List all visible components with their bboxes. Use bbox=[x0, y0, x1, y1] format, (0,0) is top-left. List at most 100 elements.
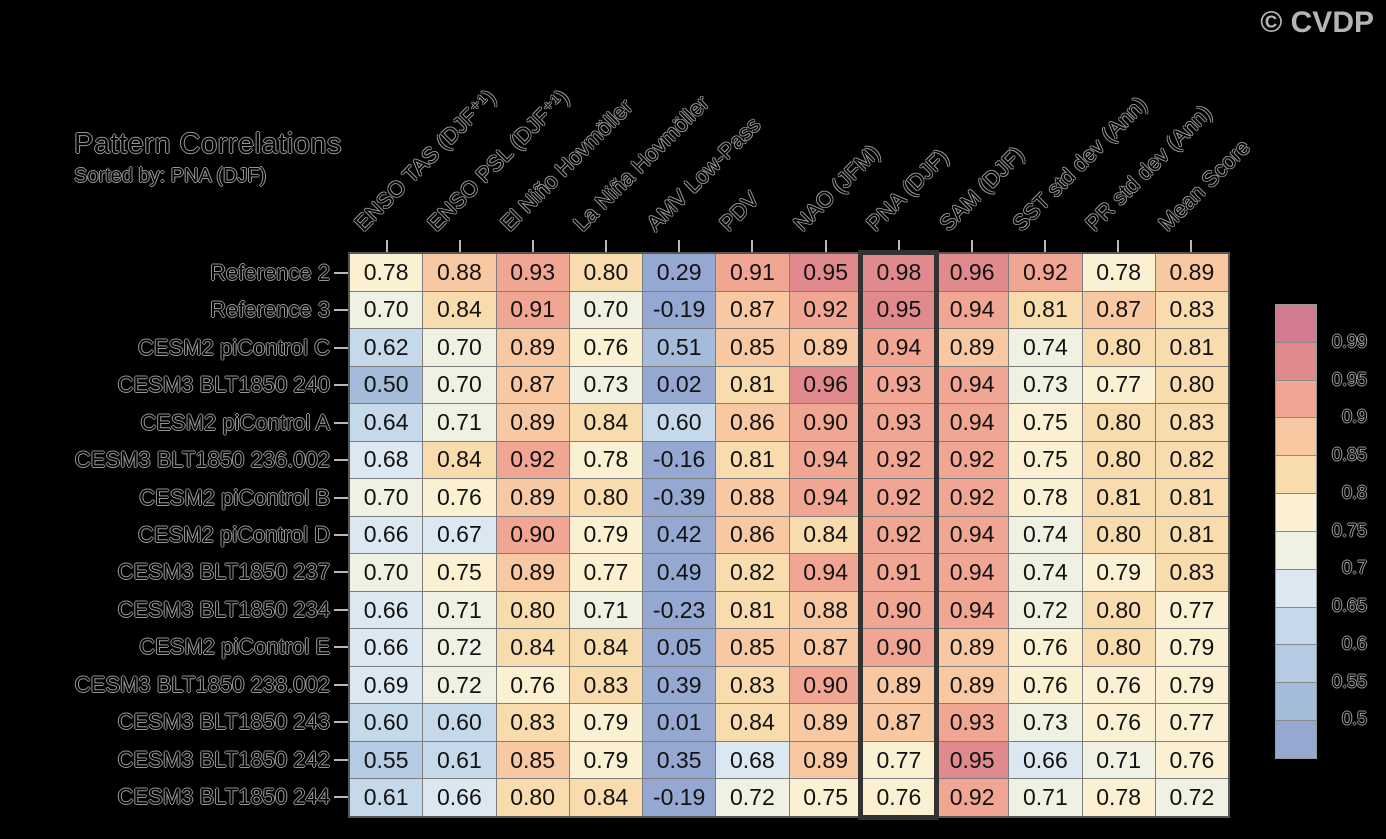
heatmap-cell: 0.79 bbox=[1082, 554, 1155, 591]
colorbar-tick-label: 0.99 bbox=[1331, 331, 1367, 352]
y-tick bbox=[334, 534, 348, 536]
heatmap-cell: 0.94 bbox=[789, 554, 862, 591]
heatmap-cell: 0.83 bbox=[1155, 291, 1228, 329]
y-tick bbox=[334, 384, 348, 387]
heatmap-cell: 0.85 bbox=[496, 741, 569, 779]
colorbar-band bbox=[1276, 305, 1316, 342]
x-tick bbox=[678, 240, 681, 252]
heatmap-cell: 0.51 bbox=[643, 329, 716, 366]
heatmap-cell: 0.76 bbox=[1009, 666, 1082, 704]
heatmap-cell: 0.76 bbox=[862, 779, 935, 816]
heatmap-cell: 0.66 bbox=[350, 591, 423, 629]
heatmap-cell: 0.66 bbox=[1009, 741, 1082, 779]
heatmap-cell: 0.81 bbox=[1082, 479, 1155, 516]
heatmap-cell: 0.76 bbox=[423, 479, 496, 516]
heatmap-cell: 0.29 bbox=[643, 254, 716, 291]
heatmap-cell: 0.76 bbox=[1155, 741, 1228, 779]
colorbar-tick-label: 0.8 bbox=[1341, 482, 1367, 503]
heatmap-cell: 0.80 bbox=[1082, 629, 1155, 666]
row-label: Reference 2 bbox=[210, 259, 330, 285]
heatmap-cell: 0.89 bbox=[936, 629, 1009, 666]
heatmap-cell: 0.96 bbox=[789, 366, 862, 404]
heatmap-cell: 0.93 bbox=[936, 704, 1009, 741]
y-tick bbox=[334, 758, 348, 761]
heatmap-cell: 0.90 bbox=[789, 666, 862, 704]
heatmap-cell: 0.80 bbox=[1082, 516, 1155, 554]
heatmap-cell: 0.61 bbox=[350, 779, 423, 816]
heatmap-cell: 0.66 bbox=[423, 779, 496, 816]
heatmap-cell: 0.90 bbox=[496, 516, 569, 554]
heatmap-cell: 0.70 bbox=[569, 291, 642, 329]
heatmap-cell: 0.05 bbox=[643, 629, 716, 666]
heatmap-cell: 0.72 bbox=[1009, 591, 1082, 629]
colorbar-band bbox=[1276, 418, 1316, 456]
x-tick bbox=[458, 240, 461, 252]
heatmap-cell: 0.01 bbox=[643, 704, 716, 741]
heatmap-cell: 0.89 bbox=[1155, 254, 1228, 291]
heatmap-cell: 0.88 bbox=[716, 479, 789, 516]
row-label: CESM3 BLT1850 240 bbox=[117, 372, 330, 398]
row-label: CESM3 BLT1850 236.002 bbox=[74, 447, 330, 473]
heatmap-cell: 0.86 bbox=[716, 404, 789, 441]
y-tick bbox=[334, 646, 348, 649]
heatmap-cell: 0.35 bbox=[643, 741, 716, 779]
heatmap-cell: 0.78 bbox=[1082, 254, 1155, 291]
heatmap-cell: 0.79 bbox=[569, 741, 642, 779]
heatmap-cell: 0.85 bbox=[716, 329, 789, 366]
heatmap-cell: 0.96 bbox=[936, 254, 1009, 291]
heatmap-cell: 0.74 bbox=[1009, 516, 1082, 554]
heatmap-cell: 0.55 bbox=[350, 741, 423, 779]
heatmap-cell: 0.72 bbox=[716, 779, 789, 816]
heatmap-cell: 0.92 bbox=[936, 779, 1009, 816]
heatmap-cell: 0.89 bbox=[789, 329, 862, 366]
heatmap-cell: -0.16 bbox=[643, 441, 716, 479]
heatmap-cell: 0.87 bbox=[716, 291, 789, 329]
heatmap-cell: 0.84 bbox=[569, 779, 642, 816]
heatmap-cell: 0.95 bbox=[862, 291, 935, 329]
heatmap-cell: 0.79 bbox=[1155, 666, 1228, 704]
heatmap-cell: 0.72 bbox=[423, 666, 496, 704]
heatmap-cell: 0.79 bbox=[1155, 629, 1228, 666]
heatmap-cell: 0.83 bbox=[1155, 404, 1228, 441]
colorbar-band bbox=[1276, 494, 1316, 531]
heatmap-cell: 0.91 bbox=[862, 554, 935, 591]
heatmap-grid: 0.78 0.88 0.93 0.80 0.29 0.91 0.95 0.98 0.96 0.92… bbox=[348, 252, 1230, 818]
heatmap-cell: 0.78 bbox=[350, 254, 423, 291]
heatmap-cell: 0.84 bbox=[569, 629, 642, 666]
heatmap-cell: 0.71 bbox=[569, 591, 642, 629]
heatmap-cell: 0.80 bbox=[569, 254, 642, 291]
heatmap-cell: 0.76 bbox=[1082, 666, 1155, 704]
x-tick bbox=[605, 240, 608, 252]
heatmap-cell: 0.83 bbox=[496, 704, 569, 741]
heatmap-cell: 0.68 bbox=[350, 441, 423, 479]
heatmap-cell: 0.81 bbox=[716, 366, 789, 404]
heatmap-cell: 0.72 bbox=[423, 629, 496, 666]
heatmap-cell: 0.89 bbox=[789, 741, 862, 779]
heatmap-cell: 0.81 bbox=[1155, 516, 1228, 554]
row-label: CESM2 piControl D bbox=[138, 522, 330, 548]
colorbar-tick-label: 0.85 bbox=[1331, 444, 1367, 465]
heatmap-cell: 0.94 bbox=[789, 441, 862, 479]
heatmap-cell: 0.62 bbox=[350, 329, 423, 366]
heatmap-cell: 0.92 bbox=[496, 441, 569, 479]
heatmap-cell: 0.92 bbox=[936, 479, 1009, 516]
heatmap-cell: 0.71 bbox=[1009, 779, 1082, 816]
row-labels: Reference 2 Reference 3 CESM2 piControl C C… bbox=[0, 254, 330, 816]
heatmap-cell: 0.69 bbox=[350, 666, 423, 704]
colorbar-tick-label: 0.6 bbox=[1341, 633, 1367, 654]
heatmap-cell: -0.39 bbox=[643, 479, 716, 516]
heatmap-cell: 0.84 bbox=[423, 441, 496, 479]
heatmap-cell: 0.89 bbox=[496, 479, 569, 516]
heatmap-cell: 0.76 bbox=[1082, 704, 1155, 741]
heatmap-cell: 0.70 bbox=[423, 329, 496, 366]
heatmap-cell: 0.89 bbox=[789, 704, 862, 741]
heatmap-cell: 0.81 bbox=[716, 441, 789, 479]
heatmap-cell: 0.66 bbox=[350, 629, 423, 666]
heatmap-cell: 0.85 bbox=[716, 629, 789, 666]
colorbar-band bbox=[1276, 380, 1316, 418]
heatmap-cell: 0.83 bbox=[1155, 554, 1228, 591]
heatmap-cell: 0.76 bbox=[1009, 629, 1082, 666]
heatmap-cell: 0.89 bbox=[496, 329, 569, 366]
heatmap-cell: 0.77 bbox=[569, 554, 642, 591]
